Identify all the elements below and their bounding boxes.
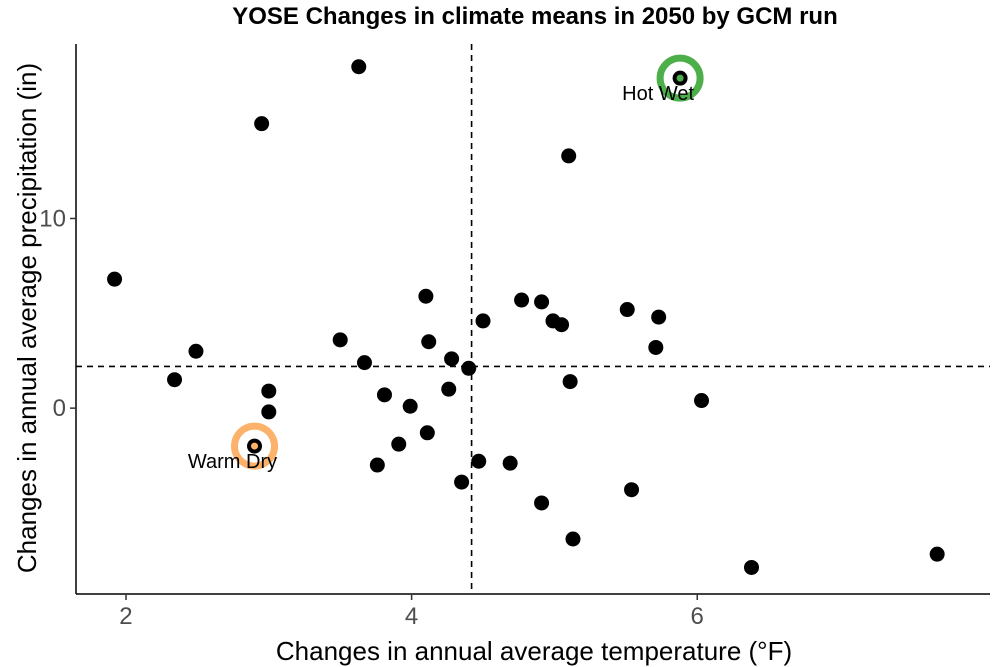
data-point xyxy=(391,436,407,452)
data-point xyxy=(619,302,635,318)
data-point xyxy=(514,292,530,308)
reference-lines xyxy=(76,44,990,594)
x-tick-label: 6 xyxy=(691,603,704,630)
data-point xyxy=(461,360,477,376)
x-tick-label: 4 xyxy=(405,603,418,630)
data-point xyxy=(561,148,577,164)
data-point xyxy=(475,313,491,329)
highlight-markers: Hot Wet Warm Dry xyxy=(188,74,694,473)
data-point xyxy=(261,383,277,399)
x-tick-label: 2 xyxy=(119,603,132,630)
highlight-ring xyxy=(231,422,279,470)
data-point xyxy=(651,309,667,325)
data-point xyxy=(744,559,760,575)
axes: 2 4 6 0 10 xyxy=(39,44,990,630)
data-point xyxy=(188,343,204,359)
x-axis-label: Changes in annual average temperature (°… xyxy=(276,636,792,666)
data-point xyxy=(562,374,578,390)
data-point xyxy=(421,334,437,350)
highlight-center xyxy=(251,442,259,450)
data-point xyxy=(402,398,418,414)
y-tick-label: 0 xyxy=(53,395,66,422)
highlight-label: Warm Dry xyxy=(188,451,277,473)
data-point xyxy=(534,495,550,511)
data-point xyxy=(261,404,277,420)
data-point xyxy=(369,457,385,473)
data-point xyxy=(441,381,457,397)
data-point xyxy=(648,339,664,355)
data-point xyxy=(356,355,372,371)
data-point xyxy=(565,531,581,547)
data-point xyxy=(502,455,518,471)
data-point xyxy=(454,474,470,490)
data-point xyxy=(418,288,434,304)
chart-title: YOSE Changes in climate means in 2050 by… xyxy=(232,3,838,30)
highlight-label: Hot Wet xyxy=(622,83,694,105)
data-point xyxy=(419,425,435,441)
data-point xyxy=(694,393,710,409)
data-point xyxy=(107,271,123,287)
data-point xyxy=(624,482,640,498)
data-point xyxy=(444,351,460,367)
data-point xyxy=(254,116,270,132)
data-point xyxy=(534,294,550,310)
data-point xyxy=(376,387,392,403)
data-point xyxy=(167,372,183,388)
highlight-center xyxy=(676,74,684,82)
data-point xyxy=(351,59,367,75)
data-points xyxy=(107,59,945,575)
y-axis-label: Changes in annual average precipitation … xyxy=(12,63,42,573)
data-point xyxy=(332,332,348,348)
data-point xyxy=(554,317,570,333)
highlight-ring xyxy=(656,54,704,102)
y-tick-label: 10 xyxy=(39,205,66,232)
data-point xyxy=(929,546,945,562)
data-point xyxy=(471,453,487,469)
